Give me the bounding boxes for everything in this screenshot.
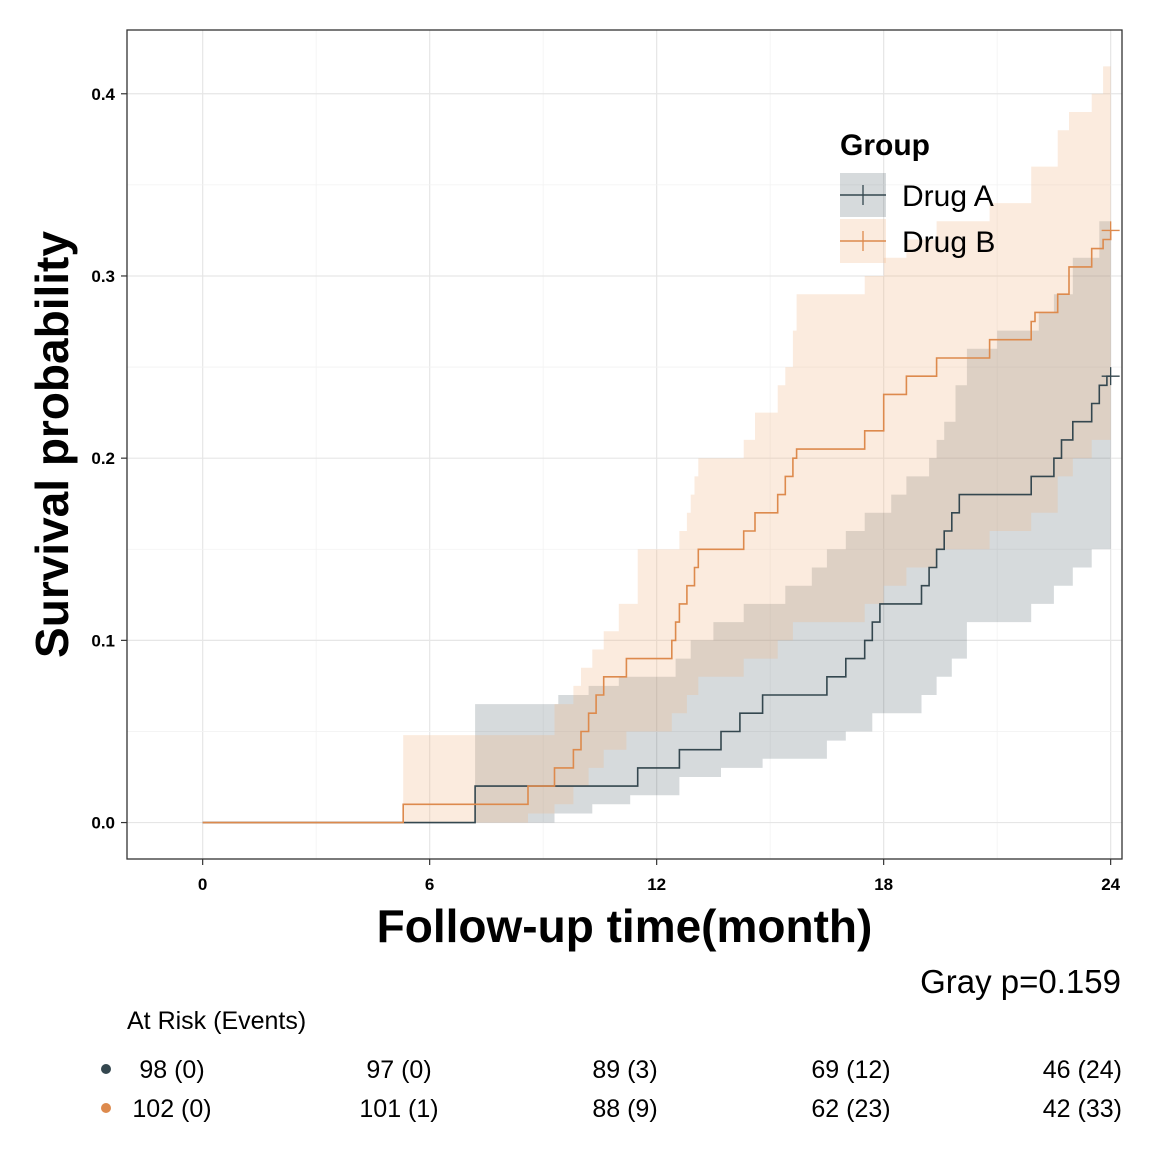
legend-entry-label: Drug A: [902, 180, 994, 213]
risk-group-dot: [101, 1103, 111, 1113]
y-tick-label: 0.4: [91, 85, 115, 104]
risk-cell: 101 (1): [359, 1095, 438, 1123]
risk-cell: 88 (9): [592, 1095, 657, 1123]
confidence-bands: [202, 66, 1111, 823]
risk-cell: 89 (3): [592, 1056, 657, 1084]
censor-mark: [1101, 221, 1120, 240]
confidence-band: [202, 212, 1111, 823]
plot-panel-border: [126, 29, 1123, 860]
risk-cell: 97 (0): [366, 1056, 431, 1084]
x-tick-label: 18: [874, 875, 893, 894]
x-axis-ticks: 0 6 12 18 24: [198, 859, 1121, 894]
risk-cell: 69 (12): [811, 1056, 890, 1084]
legend-entry-label: Drug B: [902, 226, 995, 259]
confidence-band: [202, 66, 1111, 823]
x-tick-label: 0: [198, 875, 207, 894]
y-axis-ticks: 0.0 0.1 0.2 0.3 0.4: [91, 85, 127, 833]
x-axis-label: Follow-up time(month): [377, 900, 873, 952]
legend: Group Drug A Drug B: [840, 129, 995, 263]
y-axis-label: Survival probability: [26, 231, 78, 658]
y-tick-label: 0.2: [91, 449, 115, 468]
risk-cell: 42 (33): [1043, 1095, 1122, 1123]
gridlines: [127, 30, 1122, 859]
x-tick-label: 24: [1101, 875, 1120, 894]
y-tick-label: 0.3: [91, 267, 115, 286]
survival-curves: [202, 221, 1120, 824]
survival-curve: [202, 375, 1111, 824]
censor-mark: [1101, 367, 1120, 386]
y-tick-label: 0.1: [91, 631, 115, 650]
risk-cell: 62 (23): [811, 1095, 890, 1123]
legend-title: Group: [840, 129, 930, 162]
risk-cell: 46 (24): [1043, 1056, 1122, 1084]
risk-group-dot: [101, 1064, 111, 1074]
risk-cell: 98 (0): [139, 1056, 204, 1084]
survival-curve: [202, 230, 1112, 824]
p-value-annotation: Gray p=0.159: [920, 963, 1121, 1000]
risk-table-title: At Risk (Events): [127, 1007, 306, 1035]
risk-cell: 102 (0): [132, 1095, 211, 1123]
x-tick-label: 12: [647, 875, 666, 894]
x-tick-label: 6: [425, 875, 434, 894]
risk-table: 98 (0) 97 (0) 89 (3) 69 (12) 46 (24) 102 (0) 1…: [101, 1056, 1122, 1123]
y-tick-label: 0.0: [91, 814, 115, 833]
